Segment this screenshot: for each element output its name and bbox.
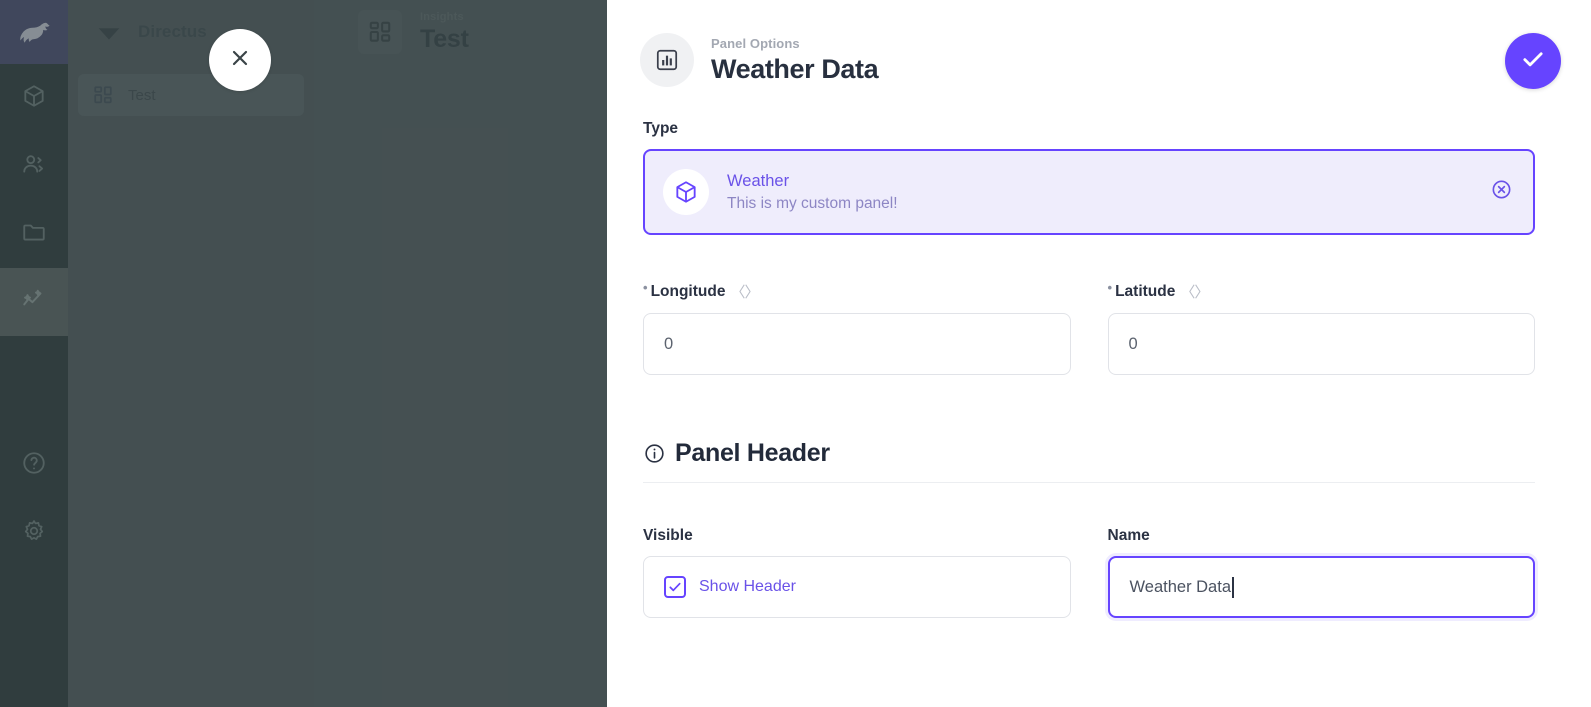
latitude-input-value: 0 [1128, 334, 1138, 353]
panel-header-section: Panel Header Visible [643, 439, 1535, 618]
panel-name-input[interactable]: Weather Data [1107, 556, 1535, 618]
name-label-text: Name [1107, 527, 1150, 544]
background-app: Directus Test [0, 0, 607, 707]
longitude-field: • Longitude 〈〉 0 [643, 280, 1071, 375]
visible-field: Visible Show Header [643, 527, 1071, 618]
required-marker: • [643, 280, 648, 295]
nav-item-list: Test [68, 64, 314, 116]
checkbox-checked-icon [664, 576, 686, 598]
visible-label: Visible [643, 527, 1071, 545]
save-button[interactable] [1505, 33, 1561, 89]
check-icon [1519, 45, 1547, 78]
box-icon [21, 83, 47, 114]
longitude-input-value: 0 [664, 334, 674, 353]
panel-type-card[interactable]: Weather This is my custom panel! [643, 149, 1535, 235]
module-bar [0, 0, 68, 707]
drawer-header-text: Panel Options Weather Data [711, 35, 879, 85]
panel-header-title: Panel Header [675, 439, 830, 467]
folder-icon [21, 219, 47, 250]
sidebar-item-test[interactable]: Test [78, 74, 304, 116]
latitude-label-text: Latitude [1115, 282, 1176, 300]
sidebar-item-label: Test [128, 86, 156, 104]
users-icon [21, 151, 47, 182]
show-header-checkbox[interactable]: Show Header [643, 556, 1071, 618]
module-item-content[interactable] [0, 64, 68, 132]
panel-header-heading: Panel Header [643, 439, 1535, 468]
dashboard-grid-icon [92, 84, 114, 106]
help-circle-icon [21, 450, 47, 481]
panel-header-fields-row: Visible Show Header [643, 527, 1535, 618]
drawer-subtitle: Panel Options [711, 35, 800, 51]
directus-brand-icon [96, 19, 122, 45]
close-icon [228, 46, 252, 75]
type-label-text: Type [643, 120, 679, 137]
longitude-input[interactable]: 0 [643, 313, 1071, 375]
directus-rabbit-logo[interactable] [0, 0, 68, 64]
panel-type-title: Weather [727, 172, 790, 190]
drawer-title: Weather Data [711, 53, 879, 84]
drawer-body: Type Weather This is my custom panel! [607, 120, 1591, 618]
latitude-label: • Latitude 〈〉 [1107, 280, 1536, 302]
required-marker: • [1107, 280, 1113, 295]
type-field-label: Type [643, 120, 1535, 138]
insert-chart-icon [640, 33, 694, 87]
panel-options-drawer: Panel Options Weather Data Type [607, 0, 1591, 707]
project-title: Directus [138, 22, 207, 41]
module-item-settings[interactable] [0, 499, 68, 567]
gear-icon [21, 518, 47, 549]
latitude-input[interactable]: 0 [1107, 313, 1535, 375]
field-type-glyph: 〈〉 [1180, 284, 1209, 301]
breadcrumb[interactable]: Insights [420, 10, 464, 23]
close-circle-icon [1490, 178, 1513, 206]
panel-type-card-text: Weather This is my custom panel! [727, 171, 898, 213]
background-main-header: Insights Test [314, 0, 607, 64]
dashboard-grid-icon [358, 10, 402, 54]
longitude-label: • Longitude 〈〉 [643, 280, 1071, 302]
module-item-users[interactable] [0, 132, 68, 200]
visible-label-text: Visible [643, 527, 693, 544]
module-item-help[interactable] [0, 431, 68, 499]
panel-name-input-value: Weather Data [1129, 577, 1232, 596]
module-item-files[interactable] [0, 200, 68, 268]
info-circle-icon [643, 442, 666, 465]
nav-sidebar: Directus Test [68, 0, 314, 707]
longitude-label-text: Longitude [650, 282, 726, 300]
panel-type-description: This is my custom panel! [727, 195, 898, 212]
field-type-glyph: 〈〉 [730, 284, 759, 301]
box-icon [663, 169, 709, 215]
name-field: Name Weather Data [1107, 527, 1536, 618]
clear-type-button[interactable] [1490, 178, 1513, 206]
close-drawer-button[interactable] [209, 29, 271, 91]
background-main: Insights Test [314, 0, 607, 707]
module-item-insights[interactable] [0, 268, 68, 336]
project-header[interactable]: Directus [68, 0, 314, 64]
text-cursor [1232, 576, 1234, 598]
coordinate-fields-row: • Longitude 〈〉 0 • Latitude 〈〉 [643, 280, 1536, 375]
name-label: Name [1108, 527, 1536, 545]
insights-icon [21, 287, 47, 318]
section-divider [643, 482, 1535, 483]
latitude-field: • Latitude 〈〉 0 [1107, 280, 1536, 375]
background-main-titles: Insights Test [420, 11, 469, 54]
show-header-label: Show Header [699, 578, 796, 595]
drawer-header: Panel Options Weather Data [607, 0, 1591, 120]
page-title: Test [420, 24, 469, 53]
